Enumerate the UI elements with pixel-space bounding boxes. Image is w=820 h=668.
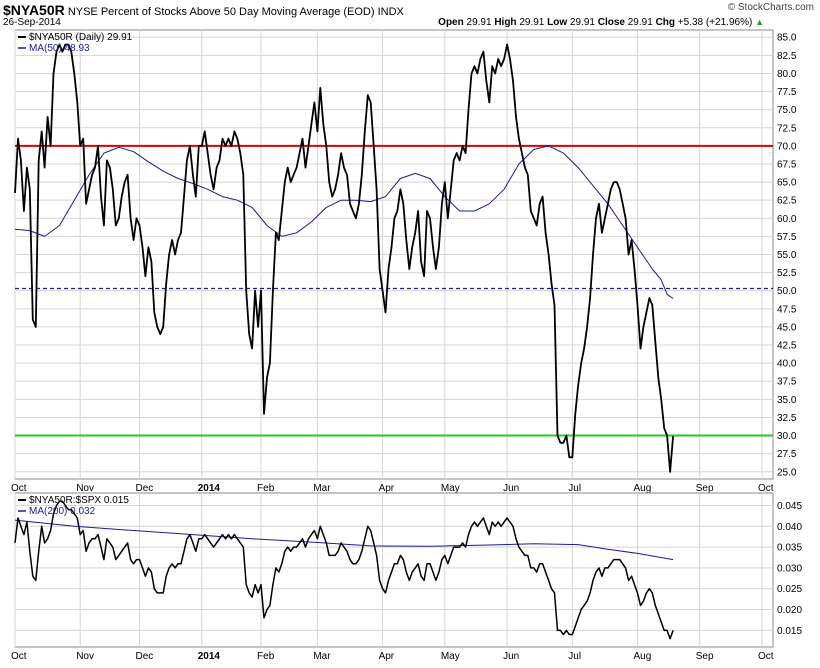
lower-x-tick-label: May bbox=[441, 651, 460, 662]
upper-x-tick-label: Dec bbox=[136, 483, 154, 494]
upper-y-tick-label: 32.5 bbox=[777, 413, 797, 424]
upper-y-tick-label: 82.5 bbox=[777, 51, 797, 62]
upper-x-tick-label: Aug bbox=[634, 483, 652, 494]
upper-x-tick-label: Apr bbox=[379, 483, 395, 494]
upper-panel: 85.0 82.5 80.0 77.5 75.0 72.5 70.0 67.5 65.0 62.5… bbox=[11, 29, 797, 494]
low-label: Low bbox=[547, 17, 568, 28]
brand-label: © StockCharts.com bbox=[727, 2, 814, 13]
upper-x-tick-label: Nov bbox=[76, 483, 94, 494]
change-up-arrow-icon: ▲ bbox=[755, 17, 764, 27]
lower-legend-entry: MA(200) 0.032 bbox=[29, 506, 96, 517]
upper-x-tick-label: Oct bbox=[11, 483, 27, 494]
upper-x-tick-label: Jul bbox=[568, 483, 581, 494]
high-label: High bbox=[494, 17, 517, 28]
upper-y-tick-label: 40.0 bbox=[777, 359, 797, 370]
upper-series-price-line bbox=[14, 43, 674, 473]
lower-panel: 0.045 0.040 0.035 0.030 0.025 0.020 0.015 Oct No… bbox=[11, 492, 802, 662]
chart-title: $NYA50R NYSE Percent of Stocks Above 50 … bbox=[3, 2, 404, 18]
upper-x-tick-label: Feb bbox=[257, 483, 275, 494]
upper-x-tick-label: Sep bbox=[696, 483, 714, 494]
upper-x-tick-label: Oct bbox=[758, 483, 774, 494]
upper-y-tick-label: 55.0 bbox=[777, 250, 797, 261]
lower-x-tick-label: Jul bbox=[568, 651, 581, 662]
close-value: 29.91 bbox=[627, 17, 653, 28]
upper-y-tick-label: 25.0 bbox=[777, 467, 797, 478]
low-value: 29.91 bbox=[569, 17, 595, 28]
upper-y-tick-label: 30.0 bbox=[777, 431, 797, 442]
lower-x-tick-label: Apr bbox=[379, 651, 395, 662]
lower-y-tick-label: 0.015 bbox=[777, 626, 802, 637]
upper-y-tick-label: 37.5 bbox=[777, 377, 797, 388]
upper-y-tick-label: 35.0 bbox=[777, 395, 797, 406]
upper-y-tick-label: 62.5 bbox=[777, 196, 797, 207]
title-text: NYSE Percent of Stocks Above 50 Day Movi… bbox=[67, 6, 375, 18]
upper-y-tick-label: 65.0 bbox=[777, 178, 797, 189]
symbol-label: $NYA50R bbox=[3, 2, 65, 18]
upper-legend-entry: $NYA50R (Daily) 29.91 bbox=[29, 32, 133, 43]
lower-x-tick-label: Feb bbox=[257, 651, 275, 662]
lower-x-tick-label: 2014 bbox=[198, 651, 221, 662]
upper-y-tick-label: 80.0 bbox=[777, 69, 797, 80]
upper-y-tick-label: 42.5 bbox=[777, 341, 797, 352]
upper-x-tick-label: Mar bbox=[313, 483, 331, 494]
upper-y-tick-label: 77.5 bbox=[777, 87, 797, 98]
high-value: 29.91 bbox=[519, 17, 545, 28]
lower-x-tick-label: Dec bbox=[136, 651, 154, 662]
chart-date: 26-Sep-2014 bbox=[3, 17, 61, 28]
change-value: +5.38 (+21.96%) bbox=[677, 17, 753, 28]
upper-y-tick-label: 85.0 bbox=[777, 33, 797, 44]
exchange-label: INDX bbox=[377, 6, 404, 18]
ohlc-summary: Open 29.91 High 29.91 Low 29.91 Close 29… bbox=[438, 17, 764, 28]
close-label: Close bbox=[597, 17, 625, 28]
lower-plot-frame bbox=[14, 492, 774, 648]
upper-y-tick-label: 60.0 bbox=[777, 214, 797, 225]
lower-legend-entry: $NYA50R:$SPX 0.015 bbox=[29, 495, 129, 506]
upper-y-tick-label: 52.5 bbox=[777, 268, 797, 279]
lower-series-price-line bbox=[14, 500, 674, 640]
lower-x-tick-label: Aug bbox=[634, 651, 652, 662]
upper-x-tick-label: 2014 bbox=[198, 483, 221, 494]
upper-y-tick-label: 57.5 bbox=[777, 232, 797, 243]
lower-y-tick-label: 0.045 bbox=[777, 501, 802, 512]
upper-series-ma-line bbox=[14, 145, 674, 299]
lower-x-tick-label: Nov bbox=[76, 651, 94, 662]
change-label: Chg bbox=[655, 17, 676, 28]
lower-x-tick-label: Oct bbox=[758, 651, 774, 662]
upper-y-tick-label: 45.0 bbox=[777, 322, 797, 333]
lower-y-tick-label: 0.025 bbox=[777, 584, 802, 595]
upper-y-tick-label: 72.5 bbox=[777, 123, 797, 134]
lower-x-tick-label: Oct bbox=[11, 651, 27, 662]
upper-y-tick-label: 27.5 bbox=[777, 449, 797, 460]
upper-x-tick-label: Jun bbox=[503, 483, 519, 494]
upper-y-tick-label: 47.5 bbox=[777, 304, 797, 315]
upper-y-tick-label: 70.0 bbox=[777, 141, 797, 152]
upper-y-tick-label: 67.5 bbox=[777, 159, 797, 170]
lower-y-tick-label: 0.030 bbox=[777, 563, 802, 574]
lower-y-tick-label: 0.020 bbox=[777, 605, 802, 616]
lower-y-tick-label: 0.035 bbox=[777, 543, 802, 554]
lower-x-tick-label: Sep bbox=[696, 651, 714, 662]
upper-y-tick-label: 75.0 bbox=[777, 105, 797, 116]
upper-x-tick-label: May bbox=[441, 483, 460, 494]
open-value: 29.91 bbox=[466, 17, 492, 28]
lower-series-ma-line bbox=[14, 519, 674, 561]
lower-y-tick-label: 0.040 bbox=[777, 522, 802, 533]
lower-x-tick-label: Mar bbox=[313, 651, 331, 662]
upper-y-tick-label: 50.0 bbox=[777, 286, 797, 297]
open-label: Open bbox=[438, 17, 464, 28]
upper-legend-entry: MA(50) 48.93 bbox=[29, 43, 90, 54]
lower-x-tick-label: Jun bbox=[503, 651, 519, 662]
